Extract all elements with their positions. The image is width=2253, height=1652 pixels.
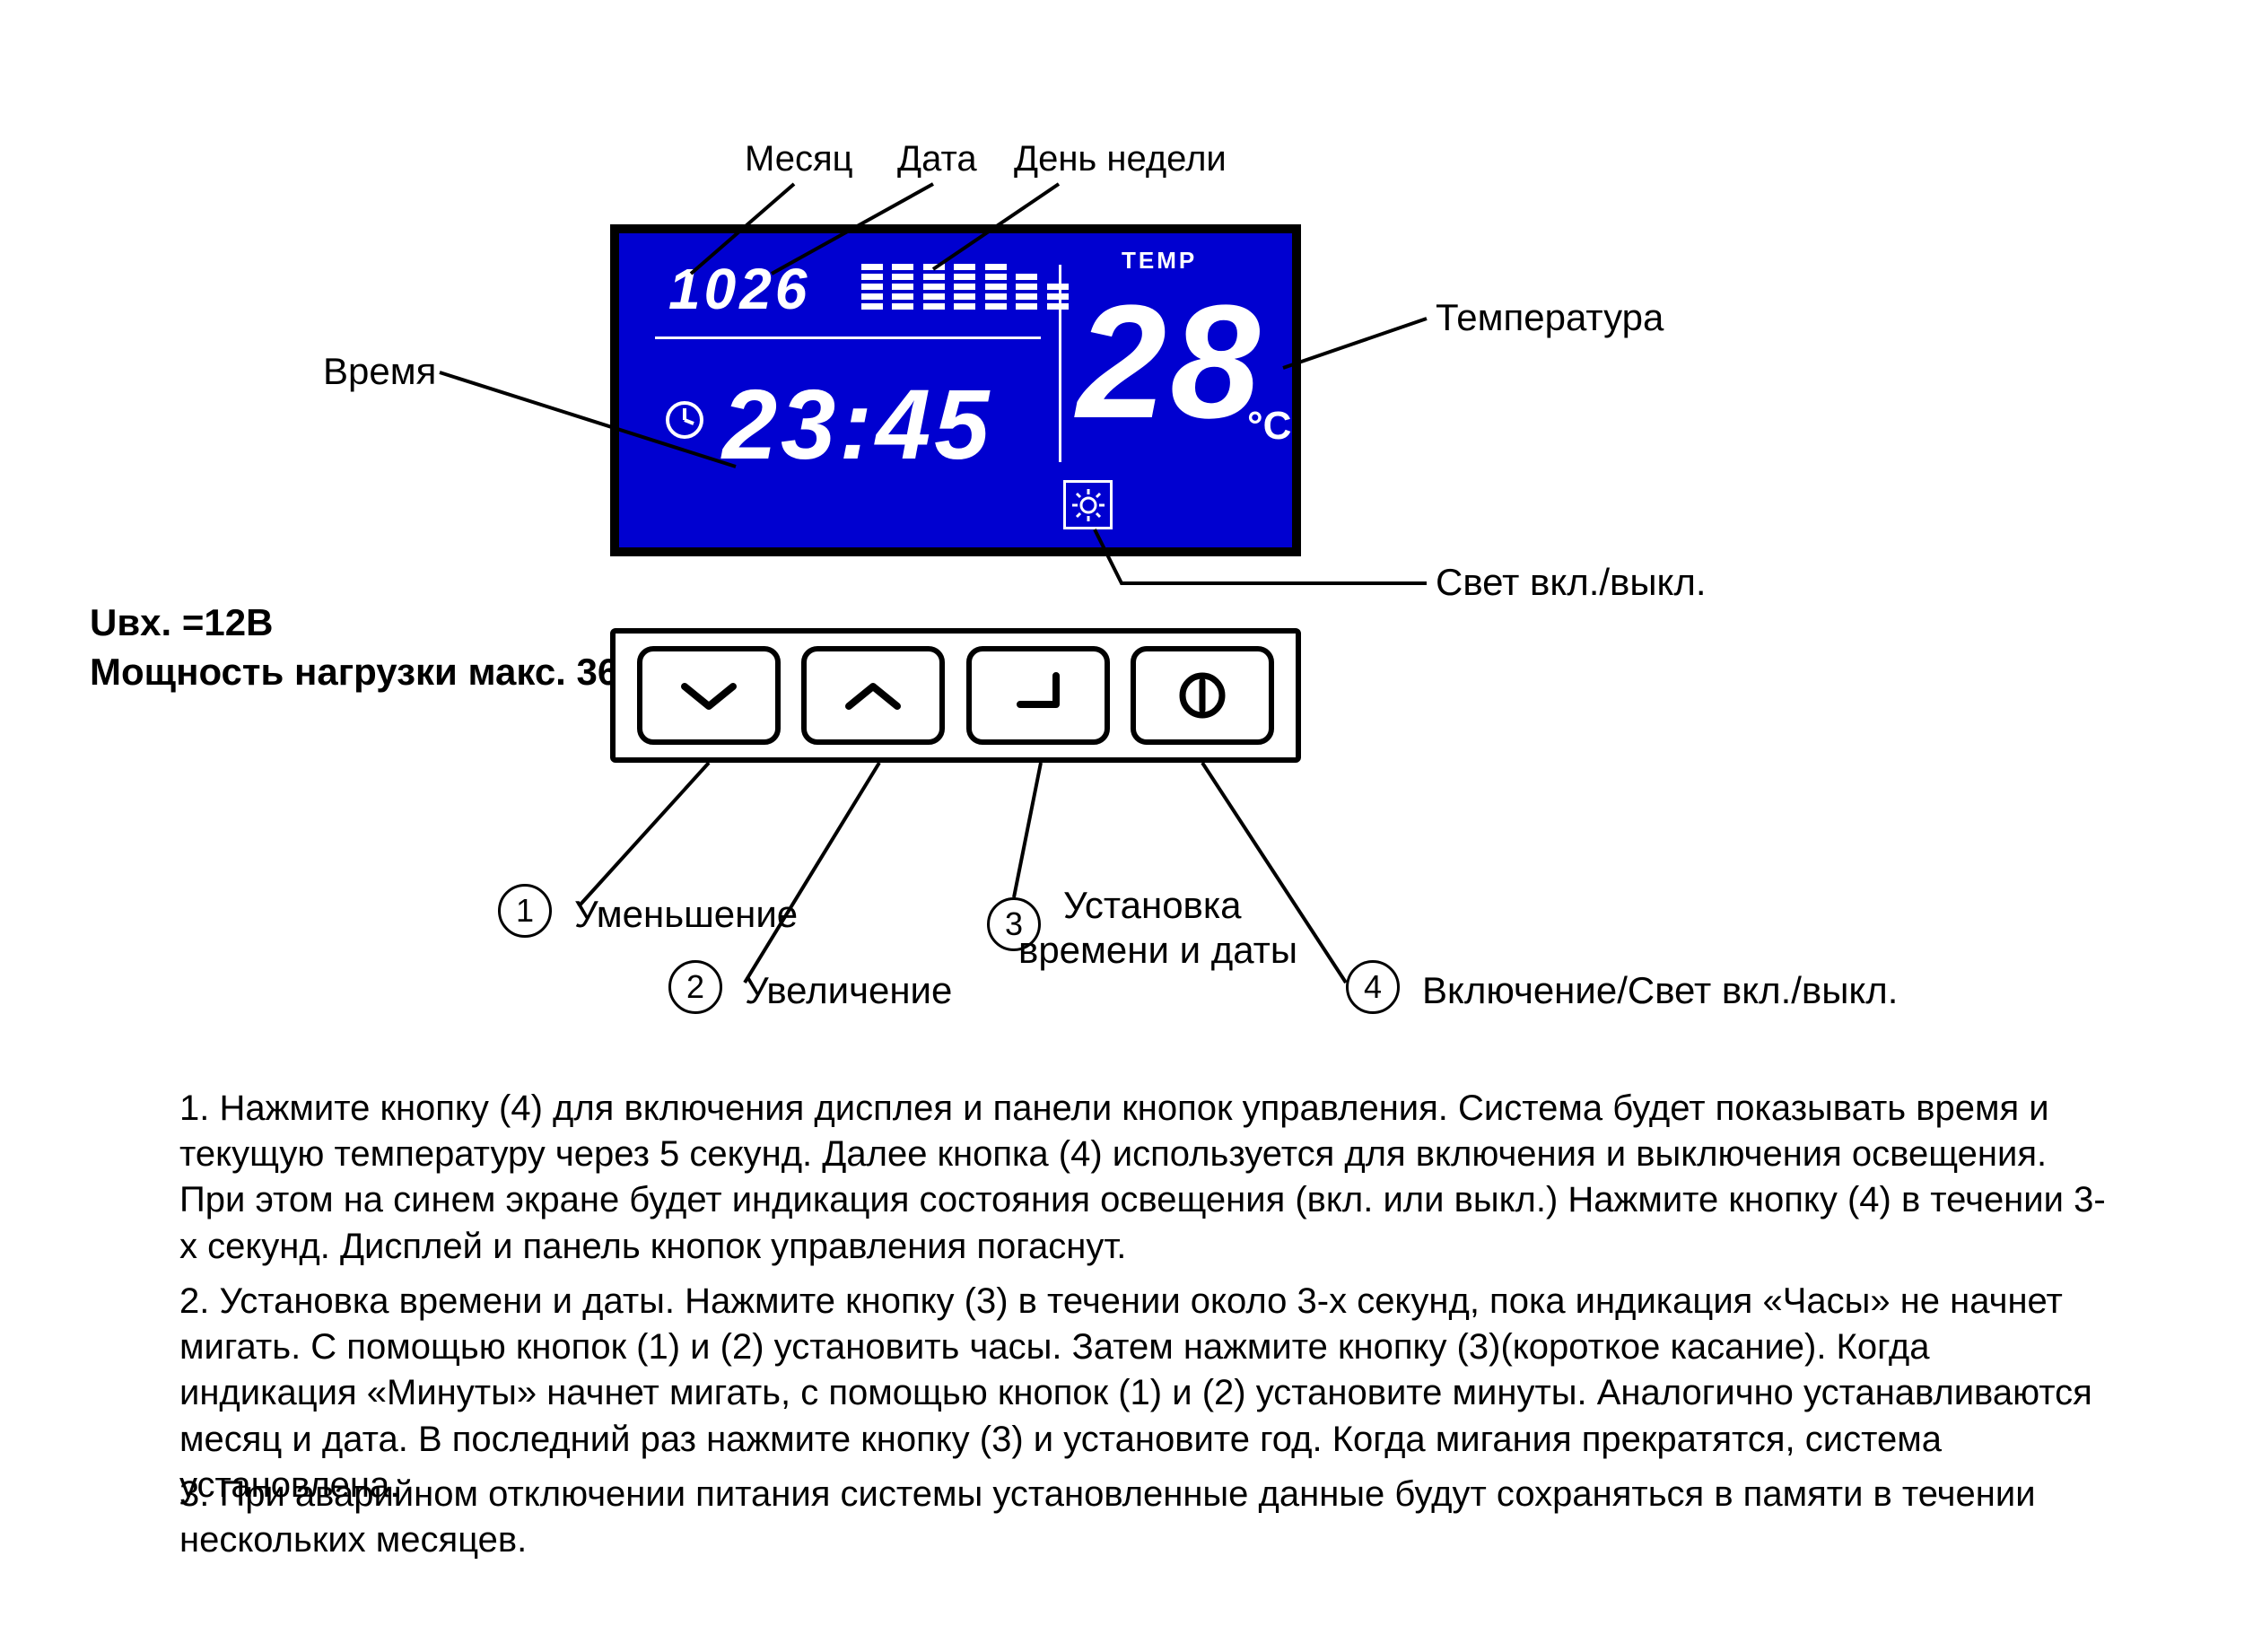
label-date: Дата [897,139,977,179]
diagram-canvas: Месяц Дата День недели Время Температура… [0,0,2253,1652]
button-number-1: 1 [498,884,552,938]
button-label-4: Включение/Свет вкл./выкл. [1422,969,1898,1012]
label-month: Месяц [745,139,853,179]
lcd-divider-vertical [1059,265,1061,462]
chevron-up-icon [842,677,904,713]
label-light: Свет вкл./выкл. [1436,561,1707,604]
instruction-3: 3. При аварийном отключении питания сист… [179,1472,2109,1563]
num2-text: 2 [686,968,704,1006]
power-light-button[interactable] [1131,646,1274,745]
spec-power: Мощность нагрузки макс. 36Вт [90,651,664,694]
lcd-date-value: 1026 [668,256,810,322]
spec-voltage: Uвх. =12В [90,601,273,644]
light-icon [1063,480,1113,529]
num4-text: 4 [1364,968,1382,1006]
lcd-dow-bars [861,260,1074,310]
button-number-4: 4 [1346,960,1400,1014]
label-time: Время [323,350,436,393]
set-datetime-button[interactable] [966,646,1110,745]
up-button[interactable] [801,646,945,745]
label-temperature: Температура [1436,296,1664,339]
button-label-2: Увеличение [745,969,952,1012]
label-dow: День недели [1014,139,1227,179]
button-panel [610,628,1301,763]
lcd-temp-unit: °C [1247,404,1291,449]
button-label-1: Уменьшение [574,893,798,936]
lcd-display: 1026 23:45 [610,224,1301,556]
lcd-divider-horizontal [655,337,1041,339]
power-icon [1175,669,1229,722]
num1-text: 1 [516,892,534,930]
lcd-time-value: 23:45 [722,368,992,482]
enter-icon [1007,669,1070,722]
instruction-1: 1. Нажмите кнопку (4) для включения дисп… [179,1086,2109,1270]
button-label-3-line2: времени и даты [1018,929,1297,972]
button-label-3-line1: Установка [1063,884,1242,927]
chevron-down-icon [677,677,740,713]
lcd-temp-value: 28 [1077,269,1263,455]
clock-icon [664,399,705,445]
button-number-2: 2 [668,960,722,1014]
down-button[interactable] [637,646,781,745]
